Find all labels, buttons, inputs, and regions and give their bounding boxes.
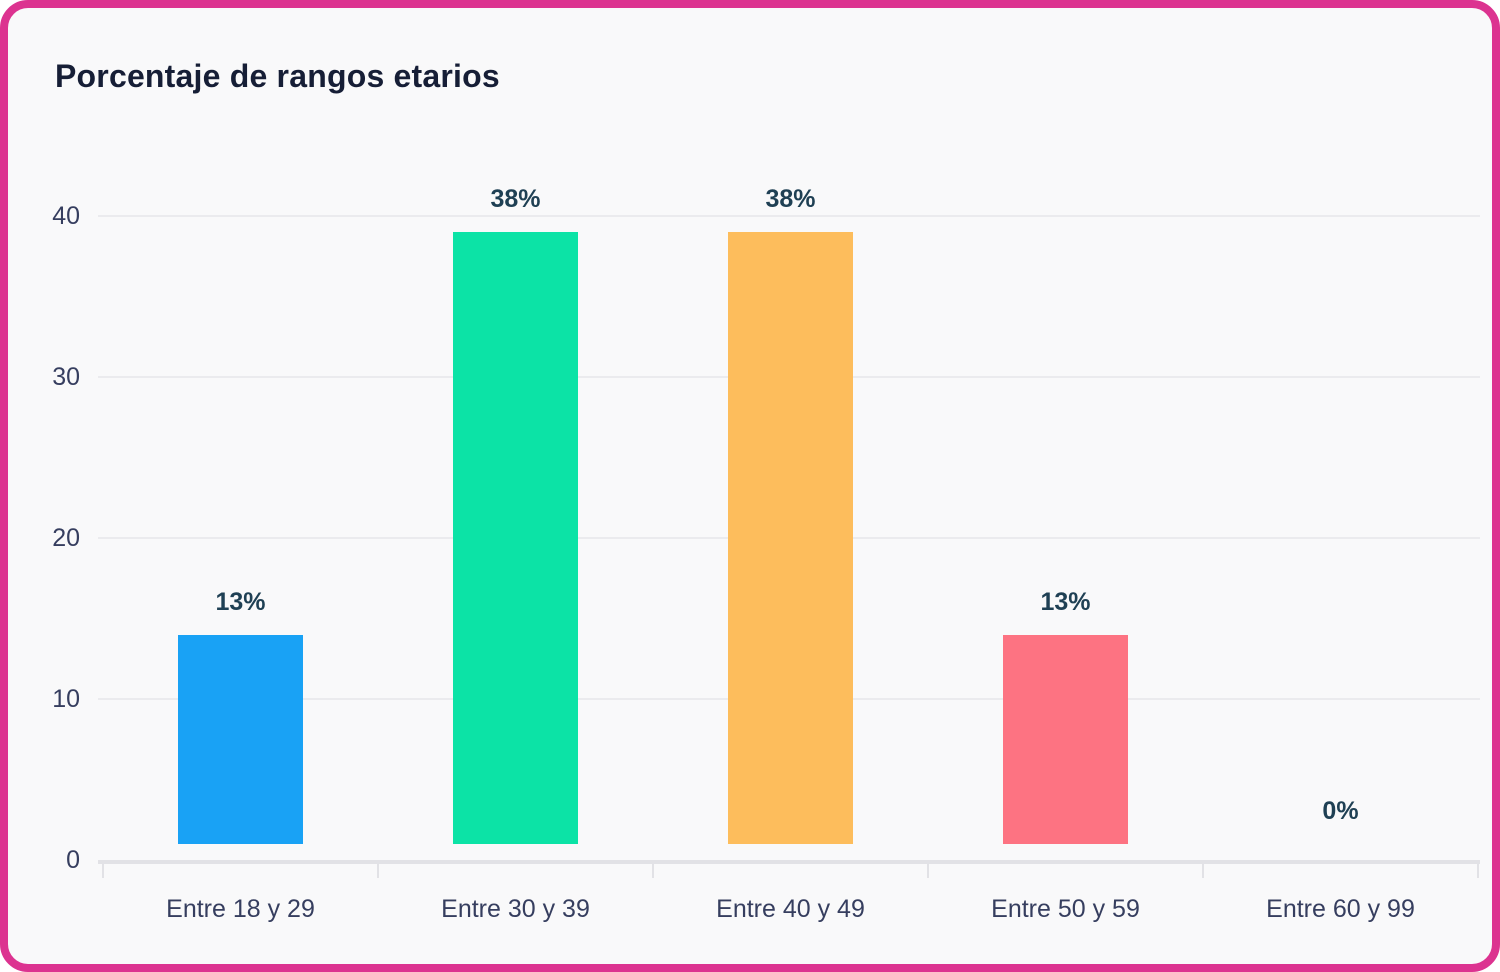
x-axis-line (98, 860, 1480, 864)
x-axis-category-label: Entre 18 y 29 (166, 895, 315, 923)
bar-value-label: 13% (1040, 587, 1091, 616)
y-axis-tick-label: 40 (52, 202, 80, 230)
x-axis-category-label: Entre 60 y 99 (1266, 895, 1415, 923)
y-axis-tick-label: 20 (52, 524, 80, 552)
y-axis-tick-label: 10 (52, 685, 80, 713)
x-axis-tick (102, 864, 104, 878)
x-axis-tick (927, 864, 929, 878)
bar-entre-50-y-59[interactable] (1003, 634, 1128, 844)
bar-value-label: 38% (765, 185, 816, 214)
x-axis-tick (377, 864, 379, 878)
y-axis-tick-label: 0 (66, 846, 80, 874)
bar-value-label: 0% (1322, 797, 1359, 825)
x-axis-tick (1477, 864, 1479, 878)
bar-value-label: 38% (490, 185, 541, 214)
bar-value-label: 13% (215, 587, 266, 616)
bar-entre-18-y-29[interactable] (178, 634, 303, 844)
bar-entre-30-y-39[interactable] (453, 232, 578, 844)
gridline (98, 215, 1480, 217)
x-axis-tick (1202, 864, 1204, 878)
y-axis-tick-label: 30 (52, 363, 80, 391)
x-axis-category-label: Entre 50 y 59 (991, 895, 1140, 923)
bar-entre-40-y-49[interactable] (728, 232, 853, 844)
x-axis-category-label: Entre 30 y 39 (441, 895, 590, 923)
x-axis-category-label: Entre 40 y 49 (716, 895, 865, 923)
bar-chart-plot-area: 0 10 20 30 40 13% Entre 18 y 29 38% Entre 30 y 3… (8, 8, 1492, 964)
x-axis-tick (652, 864, 654, 878)
chart-title: Porcentaje de rangos etarios (55, 58, 500, 94)
